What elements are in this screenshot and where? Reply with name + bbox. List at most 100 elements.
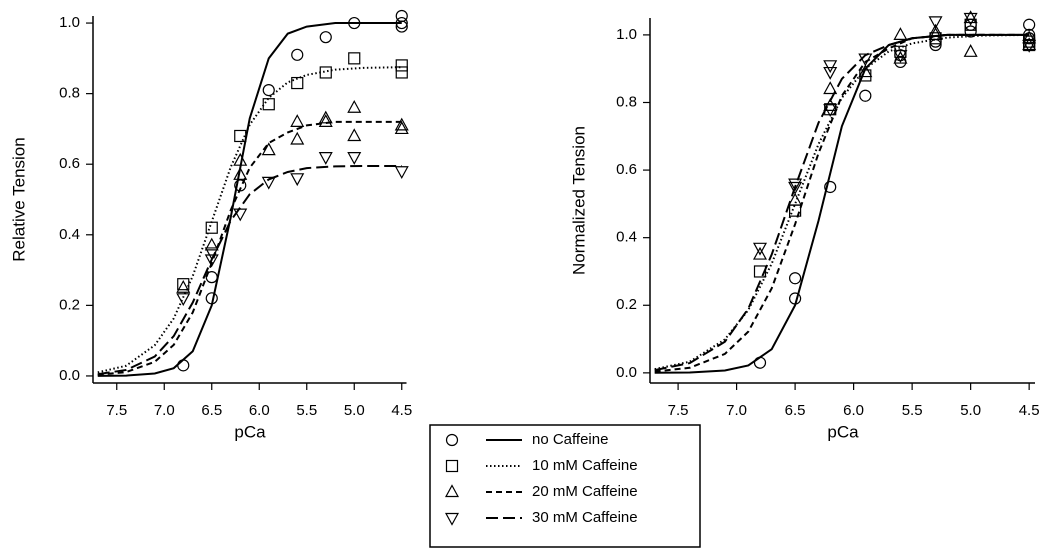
- point: [233, 208, 248, 222]
- point: [262, 98, 275, 111]
- point: [204, 254, 219, 268]
- x-tick-label: 6.5: [201, 402, 222, 419]
- y-tick-label: 1.0: [616, 26, 637, 43]
- point: [788, 192, 803, 206]
- point: [318, 152, 333, 165]
- point: [859, 89, 872, 102]
- x-tick-label: 7.5: [106, 402, 127, 419]
- x-tick-label: 6.5: [785, 402, 806, 419]
- y-tick-label: 0.2: [59, 296, 80, 313]
- fit-line: [654, 33, 1030, 374]
- y-tick-label: 0.0: [59, 367, 80, 384]
- point: [893, 27, 908, 40]
- point: [347, 152, 362, 165]
- point: [788, 178, 803, 192]
- point: [205, 221, 218, 234]
- y-tick-label: 0.6: [59, 155, 80, 172]
- x-tick-label: 5.5: [902, 402, 923, 419]
- point: [177, 278, 190, 291]
- point: [823, 66, 838, 80]
- point: [261, 142, 276, 156]
- point: [290, 131, 305, 145]
- point: [234, 129, 247, 143]
- point: [290, 173, 305, 187]
- x-tick-label: 4.5: [391, 402, 412, 419]
- x-axis-label: pCa: [827, 422, 859, 441]
- point: [395, 66, 408, 79]
- point: [291, 76, 304, 90]
- x-tick-label: 7.5: [668, 402, 689, 419]
- legend-label: 20 mM Caffeine: [532, 483, 638, 500]
- point: [319, 66, 332, 79]
- point: [347, 99, 362, 113]
- point: [789, 292, 802, 305]
- point: [205, 271, 218, 284]
- point: [261, 176, 276, 190]
- point: [1022, 37, 1037, 51]
- legend-marker: [445, 459, 459, 473]
- point: [395, 20, 408, 33]
- point: [858, 64, 873, 78]
- fit-line: [97, 66, 402, 374]
- point: [233, 152, 248, 166]
- point: [1022, 30, 1037, 44]
- x-tick-label: 5.0: [344, 402, 365, 419]
- point: [752, 242, 768, 256]
- y-tick-label: 0.6: [616, 161, 637, 178]
- legend-marker: [445, 433, 459, 447]
- point: [789, 272, 802, 285]
- point: [205, 292, 218, 305]
- legend-marker: [444, 484, 460, 498]
- point: [291, 48, 304, 61]
- y-tick-label: 0.4: [616, 229, 637, 246]
- fit-line: [654, 33, 1030, 373]
- point: [753, 356, 767, 369]
- fit-line: [654, 33, 1030, 372]
- point: [928, 23, 943, 37]
- point: [177, 359, 190, 372]
- point: [233, 167, 248, 180]
- point: [347, 128, 362, 142]
- y-tick-label: 0.4: [59, 226, 80, 243]
- legend-marker: [444, 512, 460, 526]
- x-tick-label: 6.0: [843, 402, 864, 419]
- y-axis-label: Relative Tension: [9, 137, 28, 261]
- x-tick-label: 7.0: [154, 402, 175, 419]
- point: [395, 59, 408, 72]
- point: [963, 12, 978, 26]
- point: [928, 27, 943, 40]
- point: [893, 50, 908, 63]
- point: [963, 44, 978, 57]
- point: [176, 279, 191, 293]
- y-tick-label: 0.8: [59, 85, 80, 102]
- point: [824, 180, 837, 194]
- point: [858, 53, 873, 67]
- point: [394, 166, 409, 180]
- point: [319, 31, 332, 44]
- point: [318, 110, 333, 124]
- x-tick-label: 4.5: [1019, 402, 1040, 419]
- legend-label: 30 mM Caffeine: [532, 509, 638, 526]
- point: [176, 293, 191, 307]
- y-axis-label: Normalized Tension: [569, 126, 588, 275]
- point: [348, 52, 361, 65]
- point: [928, 16, 943, 30]
- point: [963, 10, 978, 24]
- point: [823, 104, 838, 118]
- y-tick-label: 0.0: [616, 364, 637, 381]
- point: [753, 265, 767, 278]
- point: [204, 247, 219, 261]
- point: [893, 50, 908, 64]
- point: [1022, 39, 1037, 53]
- point: [823, 81, 838, 95]
- y-tick-label: 1.0: [59, 14, 80, 31]
- legend-box: [429, 424, 701, 548]
- y-tick-label: 0.8: [616, 93, 637, 110]
- x-tick-label: 7.0: [726, 402, 747, 419]
- point: [262, 84, 275, 97]
- point: [204, 237, 219, 251]
- fit-line: [97, 164, 402, 376]
- fit-line: [97, 22, 402, 377]
- point: [823, 60, 838, 74]
